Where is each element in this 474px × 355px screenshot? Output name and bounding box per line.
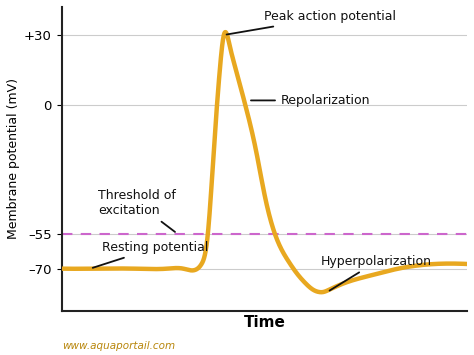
- Y-axis label: Membrane potential (mV): Membrane potential (mV): [7, 78, 20, 239]
- Text: www.aquaportail.com: www.aquaportail.com: [62, 341, 175, 351]
- Text: Threshold of
excitation: Threshold of excitation: [98, 189, 176, 232]
- Text: Hyperpolarization: Hyperpolarization: [321, 255, 432, 291]
- Text: Peak action potential: Peak action potential: [227, 10, 396, 34]
- Text: Repolarization: Repolarization: [251, 94, 370, 107]
- X-axis label: Time: Time: [244, 315, 285, 330]
- Text: Resting potential: Resting potential: [93, 241, 209, 268]
